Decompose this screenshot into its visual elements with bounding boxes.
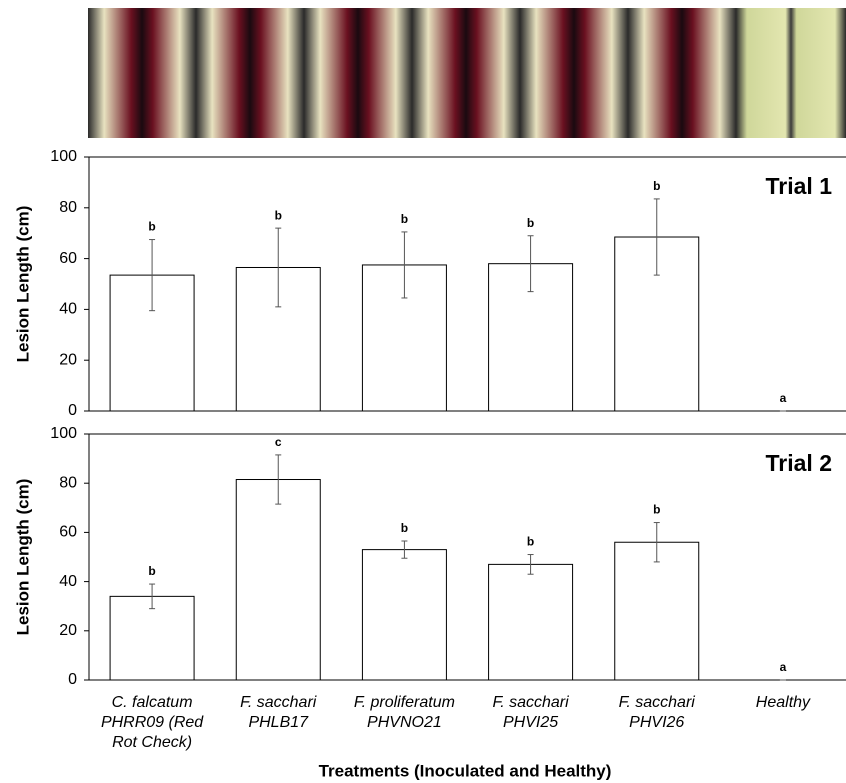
y-tick-label: 60 <box>59 524 77 541</box>
y-tick-label: 60 <box>59 250 77 267</box>
x-tick-label: F. proliferatum PHVNO21 <box>341 693 467 733</box>
significance-letter: b <box>653 179 660 193</box>
photo <box>196 8 304 138</box>
y-tick-label: 40 <box>59 301 77 318</box>
x-tick-label: F. sacchari PHVI25 <box>468 693 594 733</box>
x-tick-label: F. sacchari PHVI26 <box>594 693 720 733</box>
annotation: Trial 2 <box>766 450 832 476</box>
y-axis-label: Lesion Length (cm) <box>13 479 32 636</box>
y-tick-label: 100 <box>50 425 77 442</box>
y-tick-label: 80 <box>59 199 77 216</box>
photo <box>520 8 628 138</box>
significance-letter: c <box>275 435 282 449</box>
significance-letter: b <box>527 216 534 230</box>
chart: 0 20 40 60 80 100 Lesion Length (cm) Trial 1 b b b… <box>0 0 846 783</box>
significance-letter: b <box>148 220 155 234</box>
significance-letter: a <box>780 660 787 674</box>
significance-letter: b <box>148 564 155 578</box>
y-tick-label: 80 <box>59 474 77 491</box>
x-axis-label: Treatments (Inoculated and Healthy) <box>319 761 612 780</box>
photo <box>628 8 736 138</box>
figure: 0 20 40 60 80 100 Lesion Length (cm) Trial 1 b b b… <box>0 0 846 783</box>
significance-letter: a <box>780 391 787 405</box>
photo <box>412 8 520 138</box>
x-tick-label: F. sacchari PHLB17 <box>215 693 341 733</box>
y-axis-label: Lesion Length (cm) <box>13 206 32 363</box>
bar <box>362 550 446 680</box>
y-tick-label: 20 <box>59 622 77 639</box>
y-tick-label: 100 <box>50 148 77 165</box>
significance-letter: b <box>527 535 534 549</box>
significance-letter: b <box>401 212 408 226</box>
significance-letter: b <box>653 503 660 517</box>
annotation: Trial 1 <box>766 173 833 199</box>
y-tick-label: 40 <box>59 573 77 590</box>
significance-letter: b <box>275 208 282 222</box>
bar <box>489 564 573 680</box>
photo <box>304 8 412 138</box>
photo <box>736 8 846 138</box>
y-tick-label: 20 <box>59 351 77 368</box>
photo <box>88 8 196 138</box>
x-tick-label: C. falcatum PHRR09 (Red Rot Check) <box>89 693 215 753</box>
x-tick-label: Healthy <box>720 693 846 713</box>
photo-strip <box>88 8 846 138</box>
bar <box>615 542 699 680</box>
y-tick-label: 0 <box>68 402 77 419</box>
y-tick-label: 0 <box>68 671 77 688</box>
bar <box>236 480 320 680</box>
significance-letter: b <box>401 521 408 535</box>
